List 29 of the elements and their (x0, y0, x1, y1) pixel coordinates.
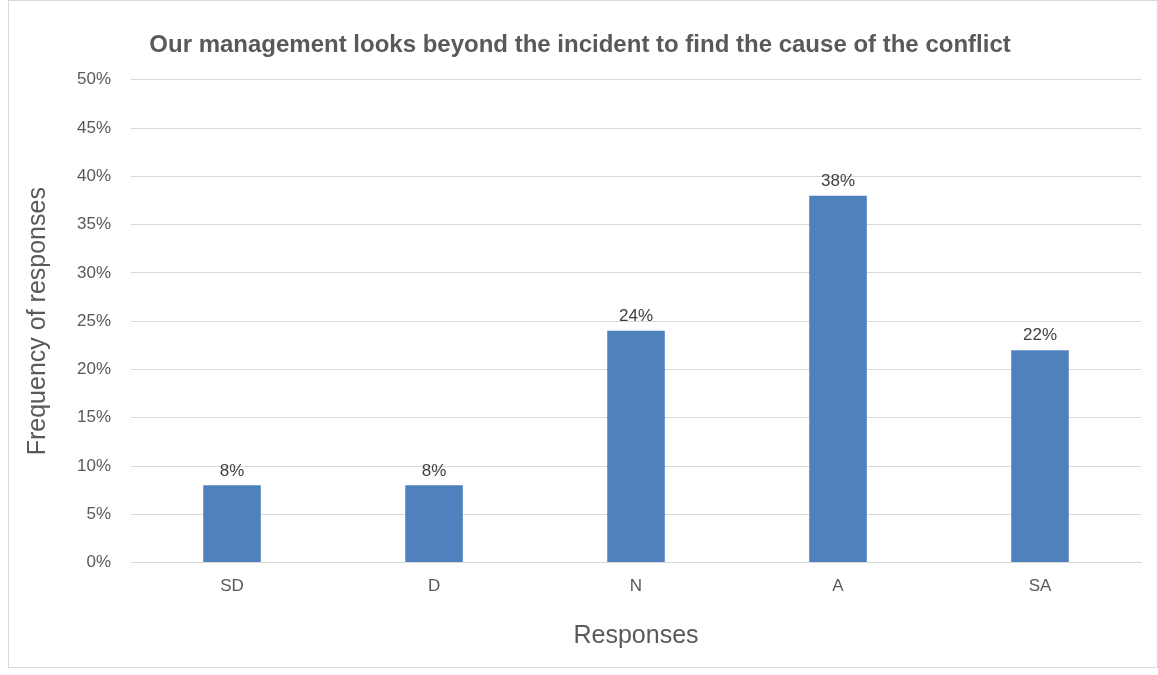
bar (809, 195, 867, 563)
data-label: 24% (619, 306, 654, 326)
data-label: 8% (421, 460, 447, 480)
x-tick-label: A (832, 576, 845, 596)
y-tick-label: 35% (76, 214, 112, 234)
data-label: 8% (219, 460, 245, 480)
bar (405, 485, 463, 563)
x-tick-label: N (629, 576, 643, 596)
x-tick-label: D (427, 576, 441, 596)
y-tick-label: 30% (76, 262, 112, 282)
y-tick-label: 25% (76, 310, 112, 330)
y-tick-label: 15% (76, 407, 112, 427)
y-tick-label: 0% (86, 552, 112, 572)
bar (607, 330, 665, 563)
data-label: 38% (820, 170, 856, 190)
bar (203, 485, 261, 563)
y-tick-label: 20% (76, 359, 112, 379)
x-tick-label: SA (1028, 576, 1052, 596)
y-tick-label: 10% (76, 455, 112, 475)
y-tick-label: 5% (86, 504, 112, 524)
chart-title: Our management looks beyond the incident to find the cause of the conflict (149, 30, 1011, 58)
y-tick-label: 45% (76, 117, 112, 137)
y-tick-label: 50% (76, 69, 112, 89)
y-axis-title: Frequency of responses (21, 187, 50, 456)
data-label: 22% (1022, 325, 1058, 345)
x-axis-title: Responses (573, 619, 699, 648)
bar (1011, 350, 1069, 563)
y-tick-label: 40% (76, 166, 112, 186)
x-tick-label: SD (220, 576, 244, 596)
